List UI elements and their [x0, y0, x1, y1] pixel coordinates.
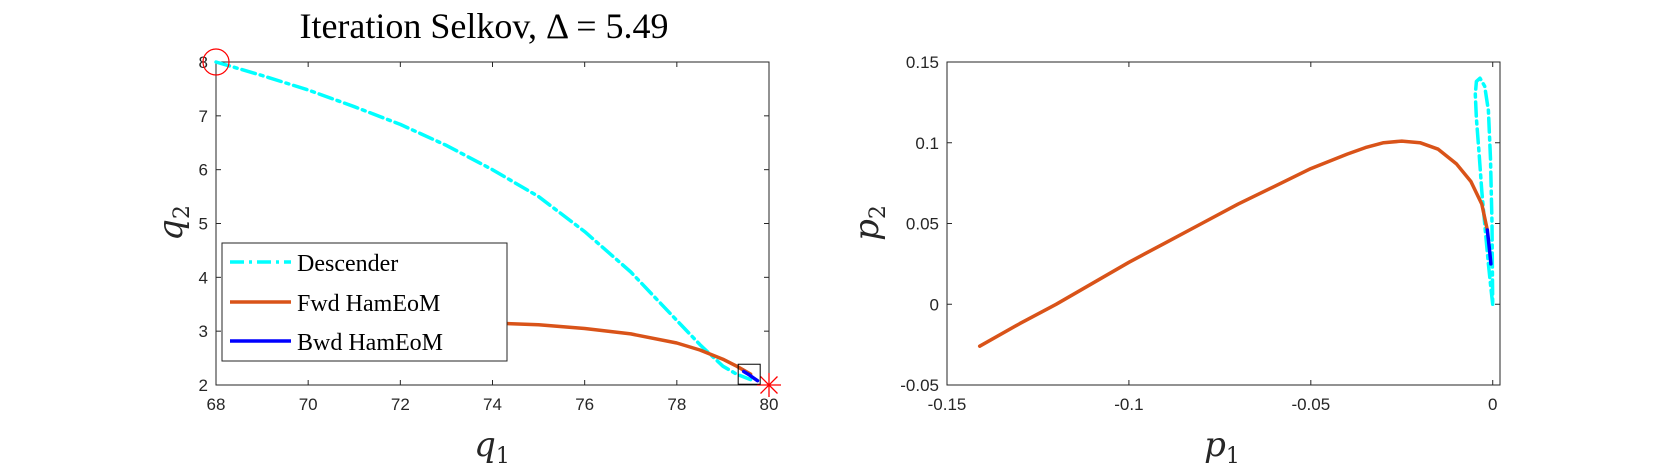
left-plot-markers — [202, 48, 781, 397]
x-tick-label: 76 — [575, 395, 594, 414]
series-line-fwd-hameom — [490, 321, 753, 376]
x-tick-label: 72 — [391, 395, 410, 414]
legend-label-descender: Descender — [297, 251, 398, 277]
x-tick-label: 70 — [299, 395, 318, 414]
series-line-fwd-hameom — [977, 139, 1490, 348]
y-tick-label: 7 — [199, 107, 208, 126]
start-circle-marker — [202, 48, 230, 76]
right-plot-ticks: -0.15 -0.1 -0.05 0 -0.05 0 0.05 0.1 0.15 — [900, 53, 1500, 414]
x-tick-label: -0.1 — [1114, 395, 1143, 414]
y-tick-label: 5 — [199, 215, 208, 234]
y-tick-label: 0 — [930, 295, 939, 314]
right-plot: -0.15 -0.1 -0.05 0 -0.05 0 0.05 0.1 0.15 p1 p2 — [847, 53, 1501, 469]
x-tick-label: -0.15 — [928, 395, 967, 414]
x-tick-label: 78 — [667, 395, 686, 414]
left-ylabel: q2 — [151, 205, 195, 241]
x-tick-label: -0.05 — [1291, 395, 1330, 414]
y-tick-label: 0.05 — [906, 215, 939, 234]
y-tick-label: 3 — [199, 322, 208, 341]
series-line-descender — [214, 60, 753, 382]
right-xlabel: p1 — [1204, 425, 1240, 469]
y-tick-label: 0.15 — [906, 53, 939, 72]
x-tick-label: 0 — [1488, 395, 1497, 414]
x-tick-label: 68 — [207, 395, 226, 414]
left-plot-title: Iteration Selkov, Δ = 5.49 — [299, 6, 668, 46]
end-star-marker — [757, 373, 781, 397]
right-plot-area — [946, 61, 1501, 386]
right-ylabel: p2 — [847, 205, 891, 241]
series-line-bwd-hameom — [741, 369, 760, 383]
y-tick-label: 2 — [199, 376, 208, 395]
right-plot-lines — [977, 76, 1495, 348]
y-tick-label: 0.1 — [915, 134, 939, 153]
legend-label-fwd: Fwd HamEoM — [297, 291, 440, 317]
left-plot-lines — [214, 60, 760, 383]
y-tick-label: 4 — [199, 268, 208, 287]
y-tick-label: 6 — [199, 161, 208, 180]
left-legend: Descender Fwd HamEoM Bwd HamEoM — [221, 242, 508, 362]
series-line-bwd-hameom — [1485, 228, 1493, 266]
y-tick-label: -0.05 — [900, 376, 939, 395]
x-tick-label: 80 — [760, 395, 779, 414]
series-line-descender — [1473, 76, 1495, 307]
left-plot: Iteration Selkov, Δ = 5.49 68 70 72 74 76 78 8… — [151, 6, 781, 469]
left-xlabel: q1 — [474, 425, 510, 469]
legend-label-bwd: Bwd HamEoM — [297, 330, 443, 356]
zoom-square-marker — [737, 363, 761, 385]
x-tick-label: 74 — [483, 395, 502, 414]
